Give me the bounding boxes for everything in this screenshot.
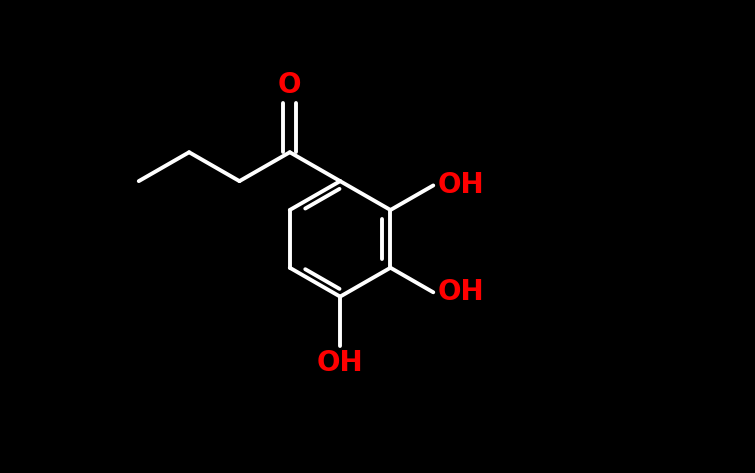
Text: OH: OH xyxy=(438,171,485,200)
Text: O: O xyxy=(278,71,301,99)
Text: OH: OH xyxy=(438,278,485,307)
Text: OH: OH xyxy=(317,350,363,377)
